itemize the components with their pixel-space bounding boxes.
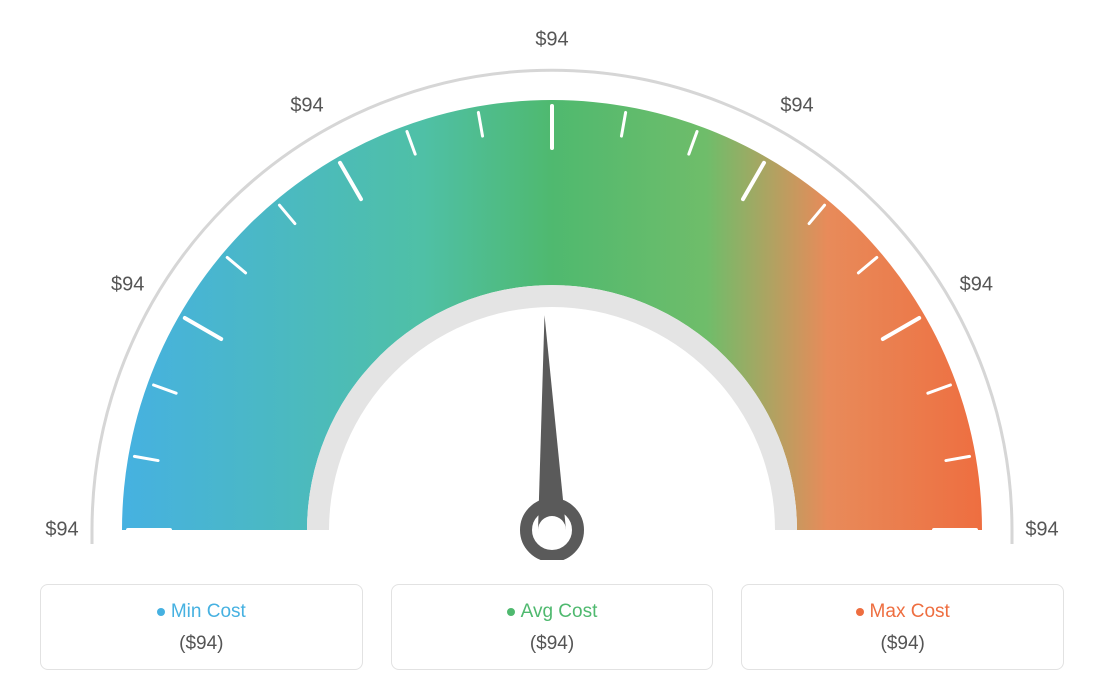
gauge-area: $94 $94 $94 $94 $94 $94 $94	[0, 0, 1104, 560]
legend-card-min: Min Cost ($94)	[40, 584, 363, 670]
legend-dot-min	[157, 608, 165, 616]
legend-card-max: Max Cost ($94)	[741, 584, 1064, 670]
legend-dot-avg	[507, 608, 515, 616]
legend-value-min: ($94)	[51, 633, 352, 655]
legend-row: Min Cost ($94) Avg Cost ($94) Max Cost (…	[40, 584, 1064, 670]
legend-title-max: Max Cost	[752, 601, 1053, 623]
legend-label-avg: Avg Cost	[521, 601, 598, 622]
gauge-tick-label: $94	[45, 519, 78, 542]
legend-value-avg: ($94)	[402, 633, 703, 655]
gauge-tick-label: $94	[1025, 519, 1058, 542]
legend-title-avg: Avg Cost	[402, 601, 703, 623]
legend-value-max: ($94)	[752, 633, 1053, 655]
gauge-tick-label: $94	[111, 274, 144, 297]
legend-label-max: Max Cost	[870, 601, 950, 622]
legend-label-min: Min Cost	[171, 601, 246, 622]
gauge-tick-label: $94	[535, 29, 568, 52]
legend-title-min: Min Cost	[51, 601, 352, 623]
gauge-tick-label: $94	[290, 94, 323, 117]
legend-card-avg: Avg Cost ($94)	[391, 584, 714, 670]
gauge-tick-label: $94	[780, 94, 813, 117]
gauge-svg	[0, 0, 1104, 560]
gauge-tick-label: $94	[960, 274, 993, 297]
cost-gauge-chart: $94 $94 $94 $94 $94 $94 $94 Min Cost ($94) Avg…	[0, 0, 1104, 690]
legend-dot-max	[856, 608, 864, 616]
